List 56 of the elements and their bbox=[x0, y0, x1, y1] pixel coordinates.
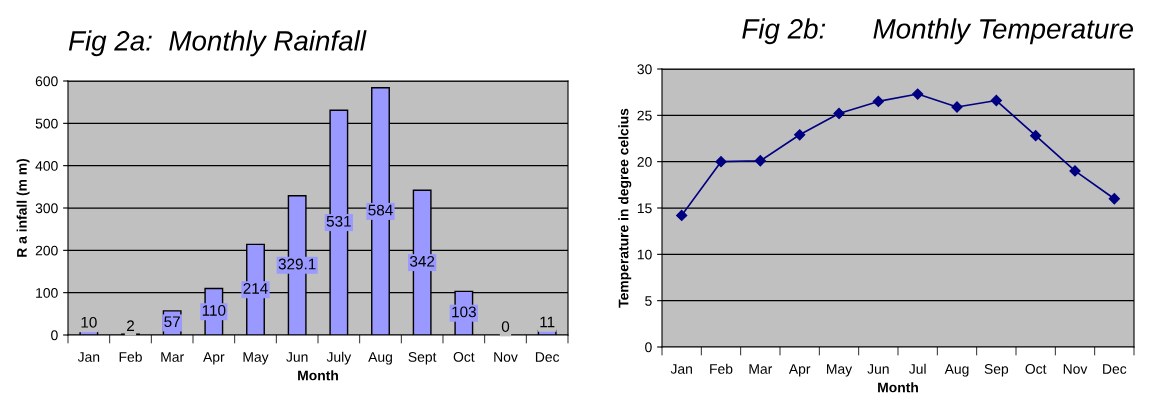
x-axis-title: Month bbox=[298, 370, 338, 381]
y-tick-label: 30 bbox=[637, 64, 652, 75]
x-tick-label: Dec bbox=[1103, 364, 1127, 374]
data-label: 0 bbox=[501, 321, 510, 332]
y-tick-label: 200 bbox=[35, 245, 58, 256]
x-tick-label: Apr bbox=[788, 364, 811, 377]
x-tick-label: Sept bbox=[408, 352, 437, 365]
x-tick-label: May bbox=[243, 352, 269, 365]
y-tick-label: 600 bbox=[35, 76, 58, 87]
x-tick-label: Sep bbox=[984, 364, 1009, 377]
data-label: 531 bbox=[326, 215, 351, 227]
y-tick-label: 0 bbox=[645, 342, 652, 353]
y-axis-title: R a infall (m m) bbox=[16, 158, 30, 257]
x-tick-label: Jan bbox=[670, 364, 692, 374]
data-label: 329.1 bbox=[278, 258, 316, 270]
data-label: 584 bbox=[368, 204, 393, 216]
data-label: 214 bbox=[243, 282, 268, 294]
x-tick-label: Aug bbox=[944, 364, 969, 377]
x-tick-label: Oct bbox=[453, 352, 475, 362]
x-tick-label: Nov bbox=[494, 352, 518, 362]
y-axis-title: Temperature in degree celcius bbox=[618, 108, 632, 308]
data-label: 103 bbox=[452, 306, 476, 318]
y-tick-label: 5 bbox=[645, 296, 652, 306]
x-tick-label: Jun bbox=[867, 364, 889, 374]
x-tick-label: Oct bbox=[1025, 364, 1047, 374]
x-tick-label: Aug bbox=[368, 352, 392, 365]
data-label: 342 bbox=[410, 255, 435, 267]
x-tick-label: Jan bbox=[77, 352, 100, 362]
x-tick-label: Dec bbox=[535, 352, 560, 362]
y-tick-label: 300 bbox=[35, 203, 58, 214]
data-label: 2 bbox=[127, 320, 134, 331]
x-tick-label: Mar bbox=[749, 364, 773, 374]
data-label: 57 bbox=[164, 316, 180, 328]
y-tick-label: 10 bbox=[637, 249, 652, 260]
data-label: 11 bbox=[540, 316, 555, 328]
y-tick-label: 20 bbox=[637, 157, 652, 167]
chart-title: Fig 2a: Monthly Rainfall bbox=[68, 30, 367, 57]
x-tick-label: Apr bbox=[203, 352, 225, 365]
y-tick-label: 400 bbox=[35, 161, 58, 171]
chart-title: Fig 2b: Monthly Temperature bbox=[742, 18, 1133, 45]
y-tick-label: 500 bbox=[35, 118, 58, 129]
data-label: 10 bbox=[81, 316, 97, 328]
x-tick-label: Feb bbox=[710, 363, 733, 374]
x-tick-label: Feb bbox=[119, 351, 142, 362]
x-tick-label: Jul bbox=[909, 363, 926, 374]
y-tick-label: 25 bbox=[637, 110, 652, 121]
x-axis-title: Month bbox=[878, 382, 918, 393]
x-tick-label: July bbox=[326, 351, 352, 365]
x-tick-label: Jun bbox=[286, 352, 308, 362]
x-tick-label: May bbox=[827, 364, 853, 377]
x-tick-label: Mar bbox=[161, 352, 184, 362]
y-tick-label: 0 bbox=[51, 330, 58, 341]
y-tick-label: 100 bbox=[36, 288, 58, 298]
y-tick-label: 15 bbox=[637, 203, 652, 214]
x-tick-label: Nov bbox=[1063, 364, 1088, 374]
data-label: 110 bbox=[202, 305, 226, 316]
